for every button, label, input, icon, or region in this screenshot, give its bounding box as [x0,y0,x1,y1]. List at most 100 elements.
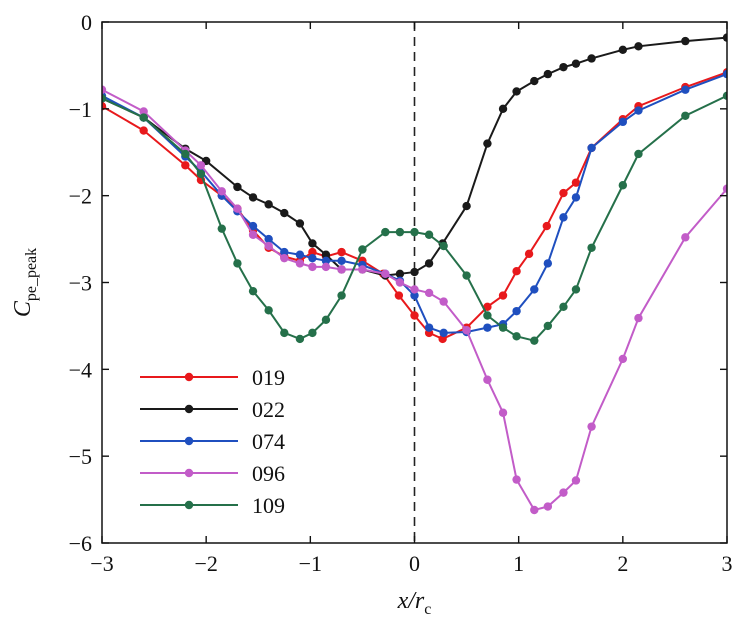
data-point-096-10 [308,262,317,272]
data-point-096-11 [321,262,331,272]
data-point-074-24 [543,259,553,268]
data-point-109-8 [280,328,289,338]
data-point-022-25 [571,59,581,68]
data-point-096-24 [543,502,553,511]
legend-label: 109 [252,493,285,518]
data-point-074-9 [295,250,305,259]
data-point-074-6 [248,221,258,231]
data-point-096-30 [681,233,690,242]
data-point-019-26 [571,178,581,187]
legend-swatch-marker [184,372,194,382]
data-point-109-22 [512,332,521,341]
data-point-109-26 [571,285,581,294]
x-tick-label: 2 [617,551,628,576]
legend: 019 022 074 096 109 [140,365,285,518]
data-point-096-21 [498,408,508,417]
y-tick-label: −3 [69,271,92,296]
data-point-019-12 [337,247,346,257]
data-point-019-2 [181,161,190,170]
data-point-022-5 [248,193,258,202]
y-tick-label: −2 [69,184,92,209]
data-point-109-4 [217,224,226,233]
data-point-096-17 [424,288,434,298]
data-point-022-4 [233,182,242,192]
data-point-109-17 [424,230,434,239]
legend-entry-019: 019 [140,365,285,390]
data-point-022-16 [424,259,434,268]
data-point-074-12 [337,256,346,265]
data-point-096-28 [618,354,628,364]
data-point-096-20 [483,375,492,384]
data-point-109-0 [102,94,107,103]
data-point-096-5 [233,204,242,213]
data-point-022-9 [308,239,317,248]
data-point-074-30 [681,85,690,94]
data-point-096-16 [410,285,419,294]
data-point-019-23 [524,249,534,259]
data-point-074-16 [410,291,419,300]
data-point-022-6 [264,200,273,209]
x-tick-label: 3 [722,551,733,576]
legend-entry-109: 109 [140,493,285,518]
legend-entry-022: 022 [140,397,285,422]
data-point-109-13 [358,245,367,254]
series-layer [102,33,727,515]
data-point-074-20 [483,323,492,332]
data-point-109-15 [395,227,405,237]
data-point-074-7 [264,234,273,244]
data-point-096-27 [587,422,596,431]
x-tick-label: 0 [409,551,420,576]
x-tick-label: −2 [194,551,217,576]
legend-swatch-marker [184,436,194,446]
y-tick-label: −6 [69,531,92,556]
data-point-019-15 [394,291,404,300]
data-point-074-27 [587,143,596,153]
x-axis-label-subscript: c [424,601,431,618]
y-tick-label: −5 [69,444,92,469]
data-point-109-18 [439,241,448,251]
data-point-022-19 [483,139,492,148]
data-point-074-22 [512,306,521,316]
data-point-096-26 [571,476,581,485]
data-point-096-3 [196,161,206,170]
x-tick-label: 1 [513,551,524,576]
data-point-019-20 [483,302,492,312]
data-point-096-23 [530,505,539,515]
y-axis-label-main: C [10,300,36,317]
data-point-109-30 [681,111,690,120]
x-axis-label: x/rc [397,588,432,618]
axis-labels-layer: x/rc Cpe_peak [10,248,431,618]
data-point-096-25 [559,488,568,497]
data-point-096-6 [248,230,258,239]
data-point-109-12 [337,291,346,300]
legend-swatch-marker [184,468,194,478]
data-point-022-22 [530,76,539,86]
data-point-096-22 [512,475,521,484]
data-point-022-30 [722,33,727,42]
legend-swatch-marker [184,404,194,414]
data-point-022-8 [295,219,305,228]
data-point-022-27 [618,45,628,54]
data-point-022-23 [543,69,553,79]
data-point-096-13 [358,265,367,274]
data-point-109-5 [233,259,242,268]
data-point-109-1 [139,113,148,122]
data-point-074-29 [634,106,643,115]
data-point-074-25 [559,213,568,222]
data-point-022-24 [559,62,568,72]
data-point-019-1 [139,126,148,135]
data-point-022-15 [410,267,419,277]
data-point-109-25 [559,302,568,312]
data-point-022-26 [587,54,596,63]
data-point-109-29 [634,149,643,159]
data-point-022-18 [462,201,471,211]
data-point-109-27 [587,243,596,252]
data-point-109-23 [530,336,539,345]
data-point-022-14 [395,269,405,279]
data-point-096-9 [295,259,305,268]
data-point-074-17 [424,323,434,332]
x-tick-label: −1 [299,551,322,576]
data-point-022-29 [681,36,690,46]
data-point-109-14 [381,227,390,237]
data-point-096-18 [439,297,448,306]
